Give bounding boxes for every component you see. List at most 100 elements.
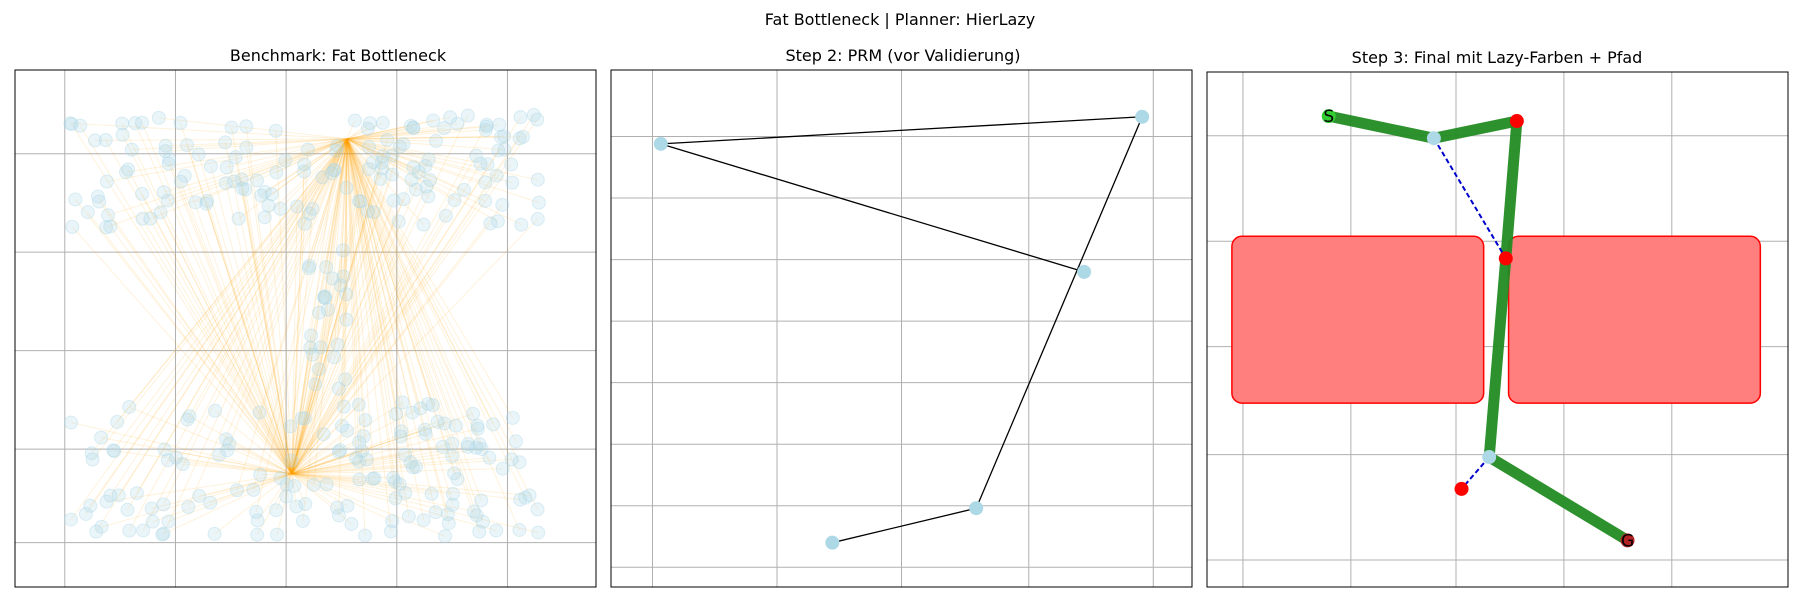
benchmark-node [161, 156, 176, 171]
benchmark-edge [291, 473, 373, 480]
benchmark-edge [313, 138, 348, 485]
benchmark-edge [291, 473, 352, 525]
benchmark-node [475, 514, 490, 529]
benchmark-edge [257, 473, 293, 521]
benchmark-node [478, 175, 493, 190]
benchmark-node [73, 118, 88, 133]
benchmark-node [398, 486, 413, 501]
benchmark-node [268, 123, 283, 138]
benchmark-edge [346, 138, 526, 498]
benchmark-edge [218, 138, 348, 456]
benchmark-node [385, 514, 400, 529]
benchmark-edge [125, 138, 348, 173]
benchmark-edge [184, 175, 293, 474]
benchmark-edge [346, 138, 421, 409]
benchmark-edge [291, 429, 426, 475]
benchmark-edge [121, 123, 293, 474]
benchmark-edge [291, 448, 482, 475]
benchmark-edge [301, 138, 348, 419]
benchmark-edge [95, 138, 348, 532]
benchmark-edge [291, 124, 488, 474]
benchmark-edge [291, 164, 305, 474]
benchmark-node [403, 455, 418, 470]
benchmark-edge [291, 402, 403, 475]
benchmark-edge [345, 138, 348, 188]
benchmark-node [119, 165, 134, 180]
benchmark-node [107, 443, 122, 458]
benchmark-node [180, 138, 195, 153]
benchmark-node [273, 201, 288, 216]
benchmark-node [115, 127, 130, 142]
benchmark-edge [109, 226, 293, 475]
benchmark-edge [291, 473, 394, 479]
benchmark-node [383, 524, 398, 539]
benchmark-edge [346, 138, 484, 522]
benchmark-edge [325, 138, 348, 268]
benchmark-node [411, 165, 426, 180]
benchmark-edge [233, 138, 348, 182]
benchmark-node [473, 156, 488, 171]
benchmark-edge [271, 138, 348, 195]
benchmark-node [319, 260, 334, 275]
benchmark-edge [264, 138, 348, 193]
benchmark-node [303, 340, 318, 355]
benchmark-edge [291, 312, 320, 474]
benchmark-node [505, 175, 520, 190]
benchmark-edge [346, 138, 455, 474]
benchmark-node [405, 460, 420, 475]
benchmark-edge [291, 204, 503, 475]
benchmark-node [234, 172, 249, 187]
benchmark-node [231, 211, 246, 226]
benchmark-node [135, 186, 150, 201]
benchmark-node [406, 121, 421, 136]
benchmark-edge [164, 449, 292, 475]
benchmark-node [208, 403, 223, 418]
benchmark-node [447, 193, 462, 208]
benchmark-edge [291, 115, 469, 474]
panel-benchmark-title: Benchmark: Fat Bottleneck [230, 46, 447, 65]
benchmark-node [218, 176, 233, 191]
benchmark-node [421, 152, 436, 167]
benchmark-edge [346, 138, 370, 170]
benchmark-edge [291, 146, 401, 474]
benchmark-edge [151, 473, 292, 510]
panel-final: Step 3: Final mit Lazy-Farben + Pfad SG [1206, 48, 1789, 588]
panel-benchmark-grid [15, 70, 596, 587]
benchmark-edge [259, 138, 348, 413]
benchmark-node [478, 193, 493, 208]
benchmark-node [430, 414, 445, 429]
benchmark-node [334, 418, 349, 433]
benchmark-edge [341, 138, 348, 426]
benchmark-node [128, 116, 143, 131]
benchmark-edge [150, 138, 348, 220]
benchmark-node [229, 483, 244, 498]
benchmark-edge [268, 205, 293, 474]
benchmark-edge [152, 473, 292, 523]
benchmark-node [331, 444, 346, 459]
benchmark-edge [346, 138, 457, 426]
benchmark-edge [346, 122, 384, 140]
benchmark-edge [291, 198, 404, 474]
benchmark-node [239, 119, 254, 134]
benchmark-edge [101, 437, 292, 475]
benchmark-node [316, 427, 331, 442]
benchmark-node [182, 409, 197, 424]
benchmark-node [437, 416, 452, 431]
benchmark-edge [291, 428, 478, 475]
benchmark-node [333, 278, 348, 293]
benchmark-node [360, 204, 375, 219]
final-node-invalid [1498, 251, 1513, 266]
benchmark-node [480, 157, 495, 172]
benchmark-node [416, 217, 431, 232]
benchmark-node [254, 188, 269, 203]
benchmark-node [425, 398, 440, 413]
benchmark-node [297, 164, 312, 179]
benchmark-node [352, 194, 367, 209]
benchmark-edge [291, 454, 406, 475]
benchmark-edge [291, 473, 521, 501]
benchmark-edge [291, 149, 309, 474]
benchmark-edge [291, 168, 383, 474]
benchmark-edge [241, 188, 293, 474]
benchmark-edge [346, 138, 397, 415]
benchmark-edge [160, 212, 293, 474]
